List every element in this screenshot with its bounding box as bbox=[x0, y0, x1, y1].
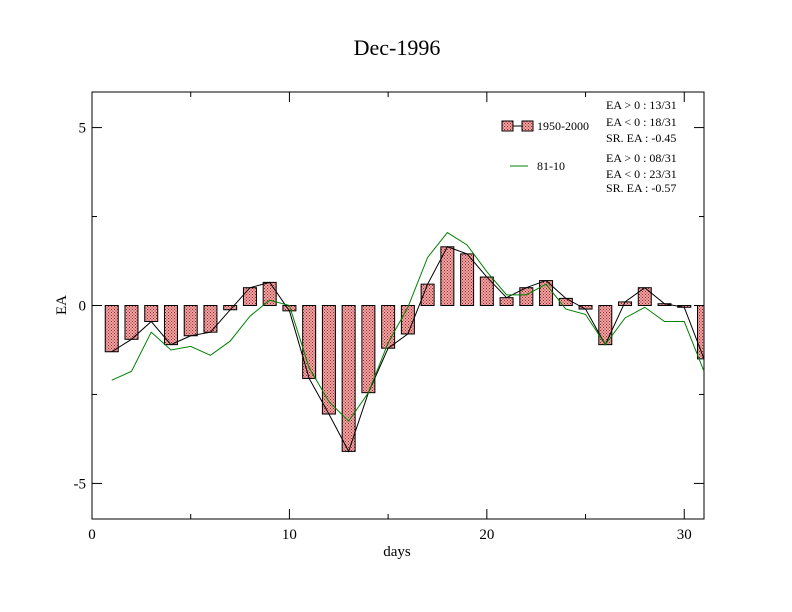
x-tick-label: 30 bbox=[677, 527, 692, 543]
bar bbox=[242, 287, 257, 307]
bar bbox=[104, 305, 119, 353]
chart-title: Dec-1996 bbox=[354, 35, 441, 60]
legend: 1950-2000 81-10 EA > 0 : 13/31 EA < 0 : … bbox=[501, 98, 677, 195]
x-axis-label: days bbox=[383, 544, 411, 560]
bar bbox=[321, 305, 336, 415]
bar bbox=[697, 305, 705, 360]
y-axis-label: EA bbox=[54, 295, 70, 315]
bar bbox=[124, 305, 139, 340]
stat-line-positive: EA > 0 : 08/31 bbox=[606, 151, 677, 165]
bar bbox=[558, 297, 573, 306]
legend-swatch-bar-right bbox=[521, 120, 534, 132]
line-81-10 bbox=[111, 231, 705, 422]
bar-series bbox=[104, 246, 705, 453]
legend-label-line: 81-10 bbox=[537, 159, 565, 173]
bar bbox=[499, 297, 514, 306]
x-tick-label: 0 bbox=[88, 527, 96, 543]
line-series bbox=[111, 231, 705, 422]
y-tick-label: -5 bbox=[74, 476, 87, 492]
stat-line-negative: EA < 0 : 23/31 bbox=[606, 167, 677, 181]
stat-line-sr: SR. EA : -0.57 bbox=[606, 181, 676, 195]
legend-swatch-bar-left bbox=[501, 120, 514, 132]
bar bbox=[341, 305, 356, 452]
bar bbox=[381, 305, 396, 349]
stat-bar-negative: EA < 0 : 18/31 bbox=[606, 115, 677, 129]
x-tick-label: 10 bbox=[282, 527, 297, 543]
bar bbox=[144, 305, 159, 323]
stat-bar-positive: EA > 0 : 13/31 bbox=[606, 98, 677, 112]
y-tick-label: 0 bbox=[79, 299, 87, 315]
axis-ticks: 0 10 20 30 -5 0 5 bbox=[74, 92, 704, 543]
bar bbox=[203, 305, 218, 333]
bar bbox=[361, 305, 376, 394]
stat-bar-sr: SR. EA : -0.45 bbox=[606, 131, 676, 145]
bar-series-line bbox=[111, 246, 705, 453]
bar bbox=[460, 253, 475, 306]
y-tick-label: 5 bbox=[79, 121, 87, 137]
bar bbox=[262, 281, 277, 306]
bar bbox=[183, 305, 198, 337]
bar bbox=[400, 305, 415, 335]
x-tick-label: 20 bbox=[479, 527, 494, 543]
legend-label-bar: 1950-2000 bbox=[537, 119, 589, 133]
